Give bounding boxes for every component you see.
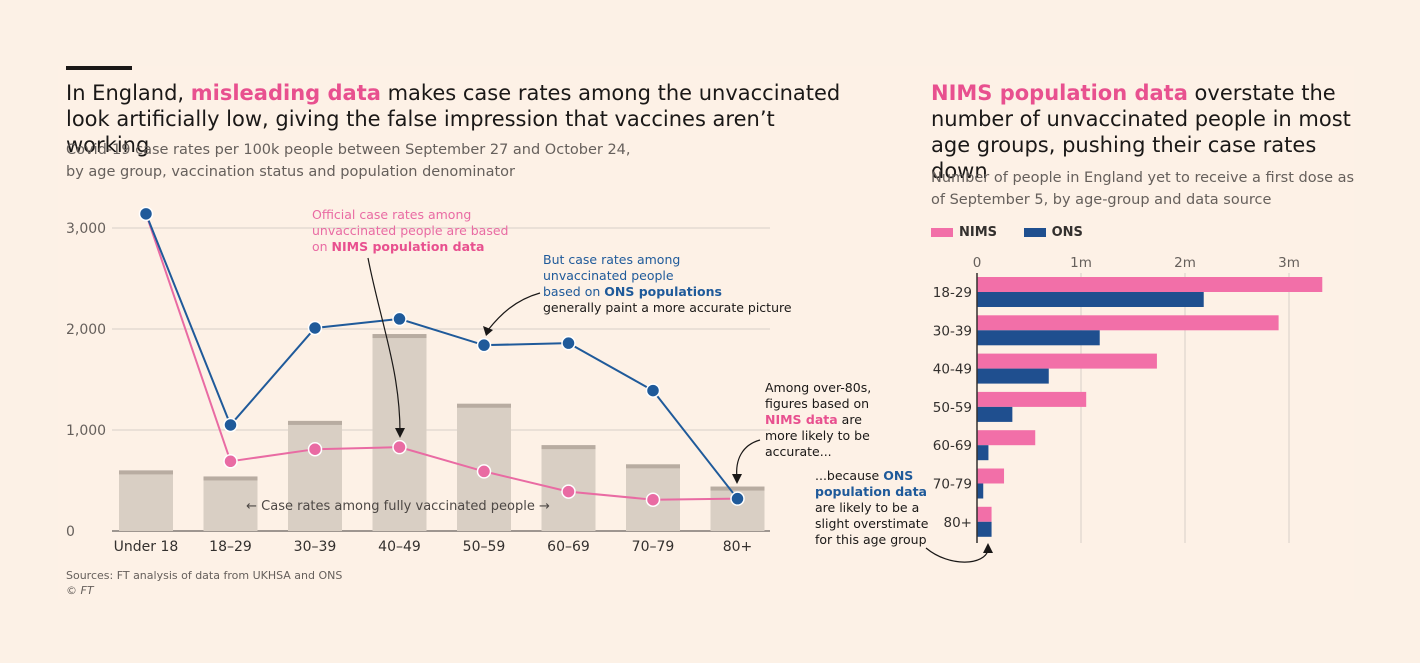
title-highlight-misleading-data: misleading data (190, 81, 381, 105)
ons-bar (977, 406, 1013, 422)
vaccinated-bar-cap (203, 476, 258, 481)
footer-copyright: © FT (66, 584, 94, 597)
ons-point (730, 491, 745, 506)
x-tick-label: 50–59 (463, 539, 506, 555)
nims-point (307, 441, 323, 457)
ons-point (392, 311, 407, 327)
y-category-label: 50-59 (933, 400, 972, 416)
vaccinated-bars-label: ← Case rates among fully vaccinated peop… (246, 499, 550, 514)
arrow-nims-head (395, 428, 405, 438)
nims-bar (977, 430, 1036, 446)
arrow-ons-80-head (983, 543, 993, 553)
x-tick-label: 60–69 (547, 539, 590, 555)
y-category-label: 30-39 (933, 323, 972, 339)
chart-panel (58, 66, 1354, 600)
x-tick-label: 80+ (723, 539, 753, 555)
ons-bar (977, 445, 989, 461)
nims-point (223, 454, 238, 469)
y-category-label: 60-69 (933, 438, 972, 454)
vaccinated-bar-cap (288, 420, 342, 425)
nims-point (645, 492, 661, 507)
ons-bar (977, 292, 1204, 307)
right-legend: NIMS ONS (931, 225, 1105, 240)
nims-bar (977, 391, 1087, 407)
nims-bar (977, 353, 1157, 369)
y-tick-label: 3,000 (66, 221, 106, 237)
right-chart-subtitle: Number of people in England yet to recei… (931, 170, 1355, 208)
vaccinated-bar-cap (626, 464, 680, 469)
ons-point (138, 206, 154, 222)
x-tick-label: 0 (973, 255, 982, 271)
x-tick-label: 2m (1174, 255, 1196, 271)
ons-point (307, 320, 323, 336)
ons-bar (977, 368, 1049, 384)
left-chart-subtitle: Covid-19 case rates per 100k people betw… (66, 142, 631, 180)
annotation-over-80: Among over-80s, figures based on NIMS da… (765, 380, 872, 459)
annotation-ons-80: ...because ONS population data are likel… (815, 468, 929, 547)
vaccinated-bar-cap (119, 470, 173, 475)
nims-bar (977, 468, 1005, 484)
legend-ons: ONS (1023, 225, 1083, 240)
ons-point (476, 337, 492, 353)
annotation-ons: But case rates among unvaccinated people… (543, 252, 792, 315)
arrow-ons (487, 292, 541, 331)
ons-bar (977, 330, 1100, 346)
footer: Sources: FT analysis of data from UKHSA … (66, 568, 466, 598)
nims-series-line-tail (652, 497, 738, 501)
vaccinated-bar-cap (710, 486, 765, 491)
y-category-label: 70-79 (933, 477, 972, 493)
title-highlight-nims: NIMS population data (931, 81, 1188, 105)
x-tick-label: 18–29 (209, 539, 252, 555)
arrow-over-80 (736, 439, 761, 479)
vaccinated-bar (288, 420, 342, 531)
nims-point (392, 439, 407, 455)
ons-point (645, 383, 661, 398)
vaccinated-bar-cap (372, 334, 427, 339)
nims-point (476, 464, 492, 479)
y-tick-label: 1,000 (66, 423, 106, 439)
ons-point (561, 335, 576, 351)
legend-nims: NIMS (931, 225, 997, 240)
ons-point (223, 417, 238, 433)
x-tick-label: 3m (1278, 255, 1300, 271)
nims-bar (977, 506, 992, 522)
y-tick-label: 0 (66, 524, 75, 540)
nims-bar (977, 315, 1279, 331)
x-tick-label: 70–79 (632, 539, 675, 555)
footer-sources: Sources: FT analysis of data from UKHSA … (66, 569, 343, 582)
vaccinated-bar-cap (457, 403, 511, 408)
x-tick-label: 40–49 (378, 539, 421, 555)
vaccinated-bar-cap (541, 445, 596, 450)
ft-top-rule (66, 66, 132, 70)
ons-series-line (145, 213, 739, 500)
y-tick-label: 2,000 (66, 322, 106, 338)
nims-bar (977, 277, 1323, 292)
left-chart-title: In England, misleading data makes case r… (66, 81, 841, 157)
arrow-nims (367, 257, 401, 433)
x-tick-label: Under 18 (114, 539, 179, 555)
vaccinated-bar (203, 476, 258, 531)
nims-point (561, 484, 576, 499)
y-category-label: 18-29 (933, 285, 972, 301)
x-tick-label: 1m (1070, 255, 1092, 271)
annotation-nims: Official case rates among unvaccinated p… (312, 207, 509, 254)
x-tick-label: 30–39 (294, 539, 337, 555)
y-category-label: 40-49 (933, 362, 972, 378)
ons-bar (977, 521, 992, 537)
y-category-label: 80+ (944, 515, 973, 531)
arrow-ons-80 (925, 547, 989, 563)
arrow-over-80-head (732, 474, 742, 484)
arrow-ons-head (483, 326, 493, 336)
ons-bar (977, 483, 984, 499)
vaccinated-bar (119, 470, 173, 531)
right-chart-title: NIMS population data overstate the numbe… (931, 81, 1351, 183)
